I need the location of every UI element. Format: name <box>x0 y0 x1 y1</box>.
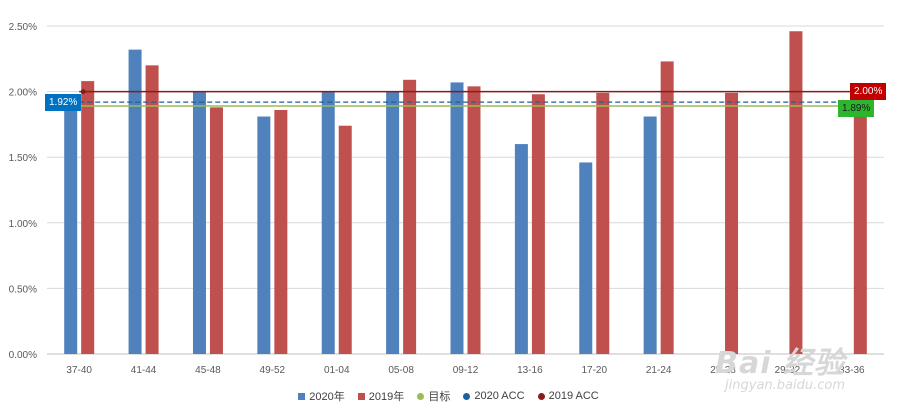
acc-2019-label: 2.00% <box>850 82 887 100</box>
bar-2020 <box>514 144 528 354</box>
x-tick-label: 45-48 <box>195 365 221 376</box>
y-tick-label: 0.50% <box>9 284 37 295</box>
x-tick-label: 29-32 <box>775 365 801 376</box>
x-tick-label: 37-40 <box>66 365 92 376</box>
legend-marker-2019-acc <box>537 392 545 400</box>
bar-2019 <box>660 61 674 354</box>
legend-item-target: 目标 <box>417 388 450 404</box>
x-tick-label: 09-12 <box>453 365 479 376</box>
x-tick-label: 17-20 <box>581 365 607 376</box>
legend: 2020年 2019年 目标 2020 ACC 2019 ACC <box>0 388 897 404</box>
legend-item-2020: 2020年 <box>298 388 345 404</box>
y-tick-label: 2.50% <box>9 22 37 33</box>
y-tick-label: 1.50% <box>9 153 37 164</box>
x-tick-label: 49-52 <box>260 365 286 376</box>
bar-2019 <box>725 92 739 355</box>
bar-2020 <box>257 116 271 354</box>
legend-label-2020: 2020年 <box>309 391 345 403</box>
legend-label-2020-acc: 2020 ACC <box>474 390 525 402</box>
legend-swatch-2020 <box>298 392 306 400</box>
legend-swatch-2019 <box>357 392 365 400</box>
bar-2020 <box>192 91 206 354</box>
legend-marker-2020-acc <box>463 392 471 400</box>
y-tick-label: 2.00% <box>9 88 37 99</box>
bar-2019 <box>338 125 352 354</box>
bar-2019 <box>596 92 610 355</box>
bar-2020 <box>450 82 464 354</box>
watermark-url: jingyan.baidu.com <box>725 378 845 393</box>
legend-marker-target <box>417 392 425 400</box>
legend-item-2020-acc: 2020 ACC <box>463 390 525 402</box>
bar-2020 <box>386 91 400 354</box>
bar-2019 <box>81 81 95 354</box>
target-label: 1.89% <box>838 100 875 118</box>
x-tick-label: 41-44 <box>131 365 157 376</box>
bar-2019 <box>853 107 867 355</box>
y-tick-label: 1.00% <box>9 219 37 230</box>
x-tick-label: 25-28 <box>710 365 736 376</box>
x-tick-label: 01-04 <box>324 365 350 376</box>
legend-item-2019: 2019年 <box>357 388 405 404</box>
x-tick-label: 33-36 <box>839 365 865 376</box>
bar-2019 <box>531 94 545 354</box>
x-tick-label: 05-08 <box>388 365 414 376</box>
bar-2019 <box>403 79 417 355</box>
legend-label-target: 目标 <box>428 391 451 403</box>
bar-2020 <box>128 49 142 355</box>
bar-2019 <box>789 31 803 355</box>
watermark: Bai 经验 jingyan.baidu.com <box>715 338 845 393</box>
bar-2019 <box>467 86 481 355</box>
watermark-logo: Bai 经验 <box>715 346 845 381</box>
bar-2020 <box>64 102 78 354</box>
acc-2020-label: 1.92% <box>45 94 82 112</box>
bar-2020 <box>643 116 657 354</box>
bar-2019 <box>209 107 223 355</box>
x-tick-label: 21-24 <box>646 365 672 376</box>
acc-2019-marker <box>80 89 86 95</box>
bar-2019 <box>145 65 159 355</box>
bar-2019 <box>274 109 288 354</box>
legend-label-2019: 2019年 <box>368 391 405 403</box>
legend-label-2019-acc: 2019 ACC <box>548 390 599 402</box>
y-tick-label: 0.00% <box>9 350 37 361</box>
legend-item-2019-acc: 2019 ACC <box>537 390 599 402</box>
bar-2020 <box>579 162 593 354</box>
x-tick-label: 13-16 <box>517 365 543 376</box>
bar-2020 <box>321 91 335 354</box>
